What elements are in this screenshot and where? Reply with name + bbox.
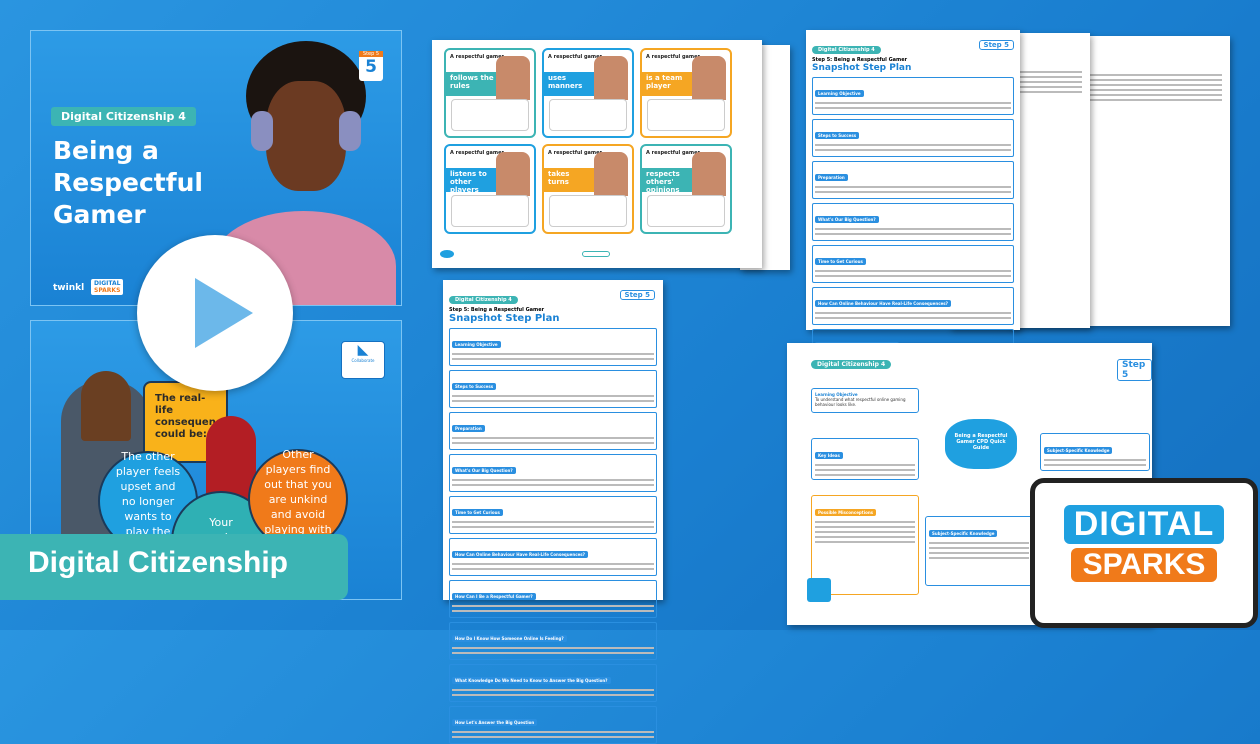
knowledge-right: Subject-Specific Knowledge	[1040, 433, 1150, 471]
play-icon	[195, 278, 253, 348]
plan-section: What Knowledge Do We Need to Know to Ans…	[449, 664, 657, 702]
course-tag: Digital Citizenship 4	[51, 107, 196, 126]
category-banner: Digital Citizenship	[0, 534, 348, 600]
plan-section: How Can I Be a Respectful Gamer?	[449, 580, 657, 618]
card-illustration	[594, 152, 628, 196]
snapshot-step-plan-2[interactable]: Digital Citizenship 4 Step 5 Step 5: Bei…	[806, 30, 1020, 451]
card-answer-box[interactable]	[647, 99, 725, 131]
snapshot-step-plan[interactable]: Digital Citizenship 4 Step 5 Step 5: Bei…	[443, 280, 663, 744]
card-illustration	[692, 56, 726, 100]
digital-sparks-badge: DIGITAL SPARKS	[1030, 478, 1258, 628]
trait-card: A respectful gamer... is a team player	[640, 48, 732, 138]
plan-title: Snapshot Step Plan	[449, 313, 560, 324]
slide-title: Being a Respectful Gamer	[53, 136, 203, 229]
respectful-gamer-worksheet[interactable]: A respectful gamer... follows the rules A …	[432, 40, 762, 268]
card-prefix: A respectful gamer...	[548, 150, 607, 156]
trait-card: A respectful gamer... listens to other pl…	[444, 144, 536, 234]
plan-section: How Do I Know How Someone Online Is Feel…	[449, 622, 657, 660]
learning-objective: Learning Objective To understand what res…	[811, 388, 919, 413]
card-illustration	[496, 56, 530, 100]
girl-illustration	[211, 41, 396, 305]
plan-section: What's Our Big Question?	[449, 454, 657, 492]
plan-section: Preparation	[449, 412, 657, 450]
card-answer-box[interactable]	[451, 195, 529, 227]
plan-section: Learning Objective	[449, 328, 657, 366]
card-answer-box[interactable]	[549, 99, 627, 131]
card-illustration	[594, 56, 628, 100]
trait-card: A respectful gamer... follows the rules	[444, 48, 536, 138]
plan-section: How Can Online Behaviour Have Real-Life …	[812, 287, 1014, 325]
plan-section: Time to Get Curious	[812, 245, 1014, 283]
plan-subtitle: Step 5: Being a Respectful Gamer	[449, 307, 545, 313]
twinkl-logo	[807, 578, 831, 602]
plan-section: Time to Get Curious	[449, 496, 657, 534]
title-slide[interactable]: Digital Citizenship 4 Being a Respectful G…	[30, 30, 402, 306]
card-prefix: A respectful gamer...	[548, 54, 607, 60]
trait-card: A respectful gamer... uses manners	[542, 48, 634, 138]
card-trait: is a team player	[642, 72, 695, 96]
card-prefix: A respectful gamer...	[646, 54, 705, 60]
card-answer-box[interactable]	[647, 195, 725, 227]
step-badge: Step 5 5	[359, 51, 383, 81]
cpd-cloud: Being a Respectful Gamer CPD Quick Guide	[945, 419, 1017, 469]
card-prefix: A respectful gamer...	[646, 150, 705, 156]
plan-tag: Digital Citizenship 4	[449, 296, 518, 304]
card-prefix: A respectful gamer...	[450, 54, 509, 60]
trait-card: A respectful gamer... respects others' op…	[640, 144, 732, 234]
plan-section: What's Our Big Question?	[812, 203, 1014, 241]
card-answer-box[interactable]	[549, 195, 627, 227]
card-trait: uses manners	[544, 72, 597, 96]
card-trait: follows the rules	[446, 72, 499, 96]
card-trait: listens to other players	[446, 168, 499, 194]
key-ideas: Key Ideas	[811, 438, 919, 480]
page-indicator	[582, 251, 610, 257]
collaborate-badge: ◣ Collaborate	[341, 341, 385, 379]
plan-section: Learning Objective	[812, 77, 1014, 115]
card-answer-box[interactable]	[451, 99, 529, 131]
digital-sparks-logo: DIGITAL SPARKS	[91, 279, 124, 295]
card-illustration	[692, 152, 726, 196]
card-trait: respects others' opinions	[642, 168, 695, 194]
plan-section: Steps to Success	[449, 370, 657, 408]
card-prefix: A respectful gamer...	[450, 150, 509, 156]
plan-section: How Can Online Behaviour Have Real-Life …	[449, 538, 657, 576]
plan-step-badge: Step 5	[619, 290, 655, 300]
plan-section: Preparation	[812, 161, 1014, 199]
banner-label: Digital Citizenship	[28, 546, 289, 579]
plan-section: Steps to Success	[812, 119, 1014, 157]
collaborate-icon: ◣	[357, 342, 369, 358]
card-trait: takes turns	[544, 168, 597, 192]
play-button[interactable]	[137, 235, 293, 391]
plan-section: How Let's Answer the Big Question	[449, 706, 657, 744]
trait-card: A respectful gamer... takes turns	[542, 144, 634, 234]
twinkl-logo: twinkl	[53, 283, 85, 293]
knowledge-bottom: Subject-Specific Knowledge	[925, 516, 1033, 586]
card-illustration	[496, 152, 530, 196]
twinkl-logo	[440, 250, 454, 258]
